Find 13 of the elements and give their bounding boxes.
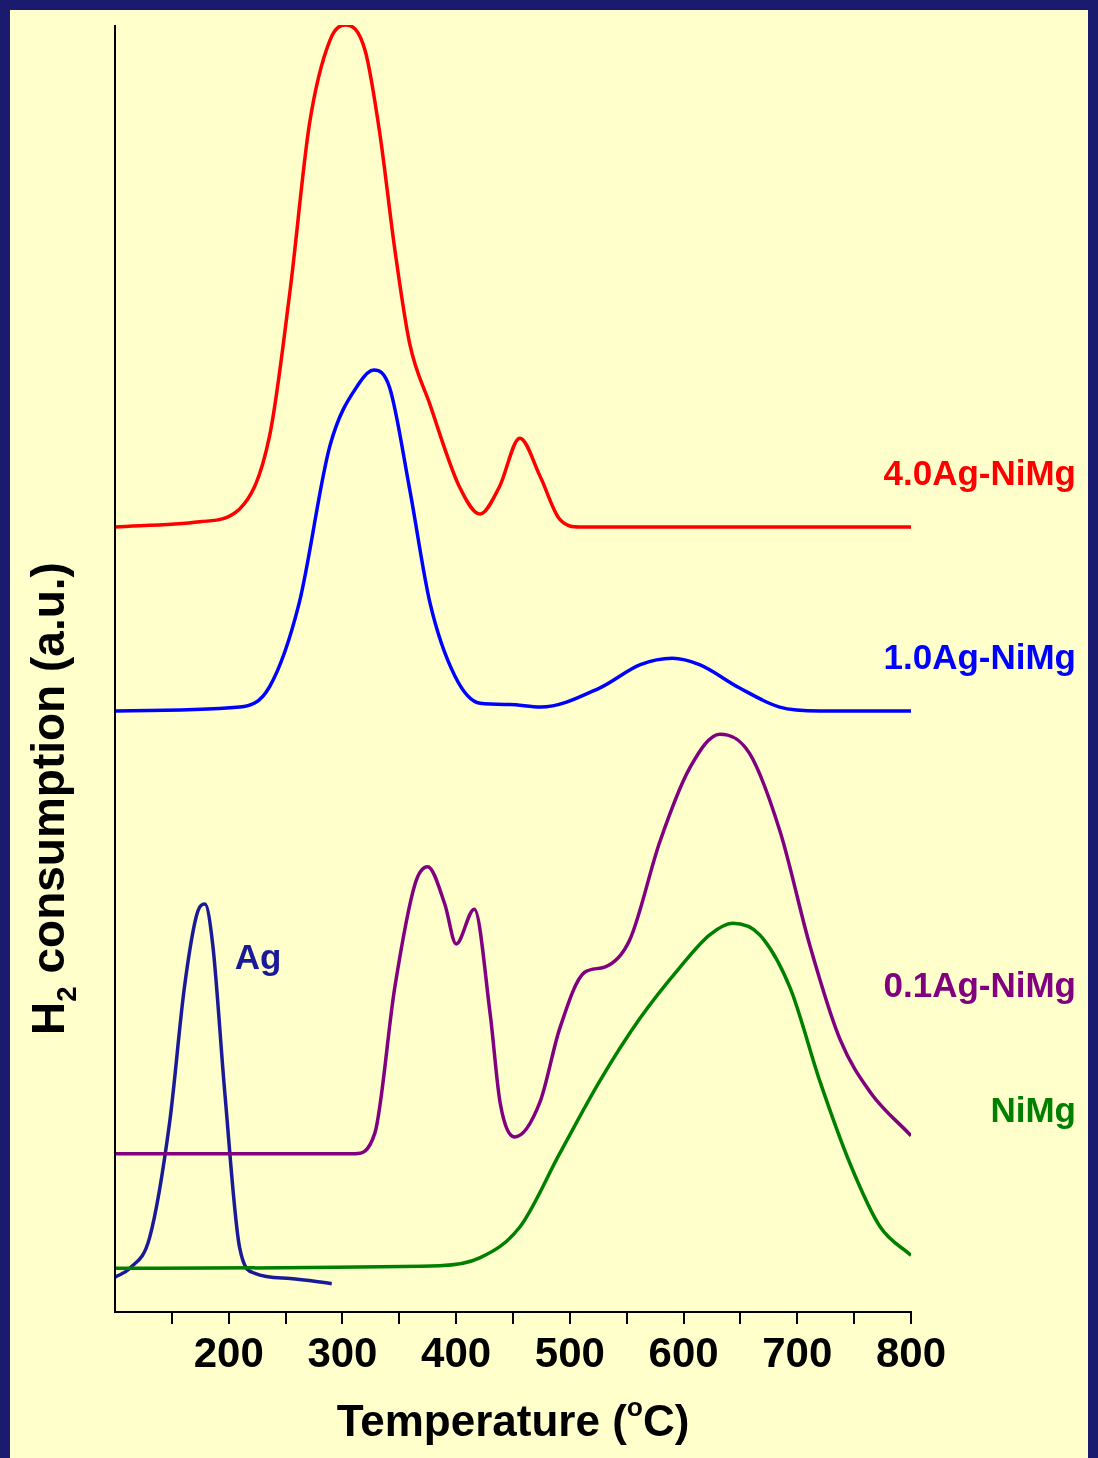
text: NiMg <box>990 1089 1076 1129</box>
series-label: 1.0Ag-NiMg <box>883 636 1076 676</box>
x-tick-label: 300 <box>307 1328 378 1376</box>
x-tick-label: 600 <box>648 1328 719 1376</box>
series-label: 4.0Ag-NiMg <box>883 452 1076 492</box>
series-label: 0.1Ag-NiMg <box>883 964 1076 1004</box>
x-tick-label: 200 <box>193 1328 264 1376</box>
y-axis-title: H2 consumption (a.u.) <box>22 562 82 1035</box>
series-label: Ag <box>234 936 282 976</box>
x-tick-label: 500 <box>534 1328 605 1376</box>
x-tick-label: 400 <box>421 1328 492 1376</box>
x-tick-label: 700 <box>762 1328 833 1376</box>
x-tick-label: 800 <box>875 1328 947 1376</box>
